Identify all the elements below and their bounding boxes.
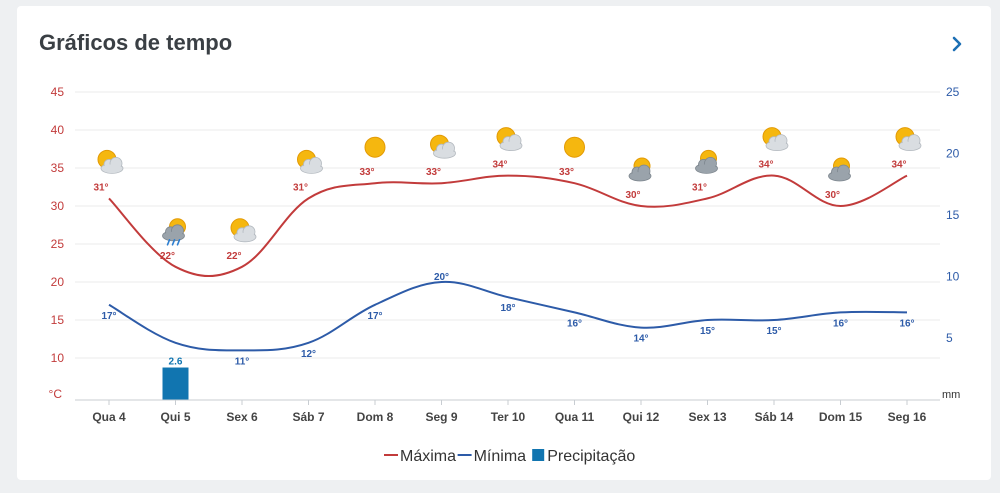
precip-bar [162,367,189,400]
min-temp-label: 16° [899,318,914,329]
min-temp-label: 14° [633,334,648,345]
left-axis-tick: 10 [51,351,65,365]
weather-chart-card: Gráficos de tempo [17,6,991,480]
right-axis-unit: mm [942,389,960,401]
left-axis-tick: 40 [51,123,65,137]
min-temp-label: 18° [500,303,515,314]
max-temp-label: 31° [692,182,707,193]
max-temp-label: 31° [293,182,308,193]
x-axis-tick: Ter 10 [491,410,526,424]
x-axis-tick: Qua 11 [555,410,595,424]
left-axis-tick: 25 [51,237,65,251]
page-title: Gráficos de tempo [39,30,233,55]
max-temp-line [108,174,908,277]
min-temp-label: 16° [567,318,582,329]
partly-sunny-icon [496,127,523,152]
max-temp-label: 34° [758,160,773,171]
min-temp-label: 15° [766,326,781,337]
right-axis-tick: 15 [946,208,960,222]
right-axis-tick: 25 [946,85,960,99]
right-axis-tick: 10 [946,270,960,284]
max-temp-label: 30° [625,190,640,201]
max-temp-label: 34° [891,160,906,171]
chevron-right-icon[interactable] [945,32,969,56]
rain-cloud-icon [162,218,186,246]
legend-item: Mínima [474,448,527,465]
left-axis-tick: 45 [51,85,65,99]
right-axis-tick: 5 [946,331,953,345]
right-axis-tick: 20 [946,147,960,161]
max-temp-label: 33° [359,167,374,178]
x-axis-tick: Qui 5 [160,410,190,424]
min-temp-label: 16° [833,318,848,329]
left-axis-unit: °C [49,387,63,401]
min-temp-label: 17° [101,311,116,322]
x-axis-tick: Dom 15 [819,410,863,424]
x-axis-tick: Qua 4 [92,410,126,424]
mostly-cloudy-icon [628,157,652,182]
min-temp-line [108,280,908,352]
min-temp-label: 20° [434,272,449,283]
x-axis-tick: Qui 12 [623,410,660,424]
legend-item: Precipitação [547,448,635,465]
min-temp-label: 12° [301,349,316,360]
chart-legend: Máxima Mínima Precipitação [384,448,635,465]
x-axis-tick: Seg 16 [888,410,927,424]
max-temp-label: 22° [226,251,241,262]
partly-sunny-icon [430,134,456,159]
max-temp-label: 33° [559,167,574,178]
x-axis-tick: Sáb 14 [755,410,794,424]
min-temp-label: 17° [367,311,382,322]
max-temp-label: 34° [492,160,507,171]
max-temp-label: 31° [93,182,108,193]
mostly-cloudy-icon [828,157,851,182]
left-axis-tick: 20 [51,275,65,289]
mostly-cloudy-icon [695,149,718,174]
x-axis-tick: Sáb 7 [292,410,324,424]
x-axis-tick: Dom 8 [357,410,394,424]
legend-swatch [532,449,545,461]
sun-icon [364,136,386,158]
partly-sunny-icon [895,127,922,152]
min-temp-label: 11° [235,356,250,367]
x-axis-tick: Sex 6 [226,410,258,424]
x-axis-tick: Seg 9 [425,410,457,424]
min-temp-label: 15° [700,326,715,337]
left-axis-tick: 30 [51,199,65,213]
precip-label: 2.6 [169,357,183,368]
partly-sunny-icon [762,127,789,152]
partly-sunny-icon [97,149,124,174]
legend-item: Máxima [400,448,456,465]
x-axis-tick: Sex 13 [688,410,726,424]
left-axis-tick: 15 [51,313,65,327]
sun-icon [564,136,585,158]
max-temp-label: 33° [426,167,441,178]
partly-sunny-icon [230,218,257,243]
max-temp-label: 22° [160,251,175,262]
left-axis-tick: 35 [51,161,65,175]
partly-sunny-icon [297,149,323,174]
max-temp-label: 30° [825,190,840,201]
